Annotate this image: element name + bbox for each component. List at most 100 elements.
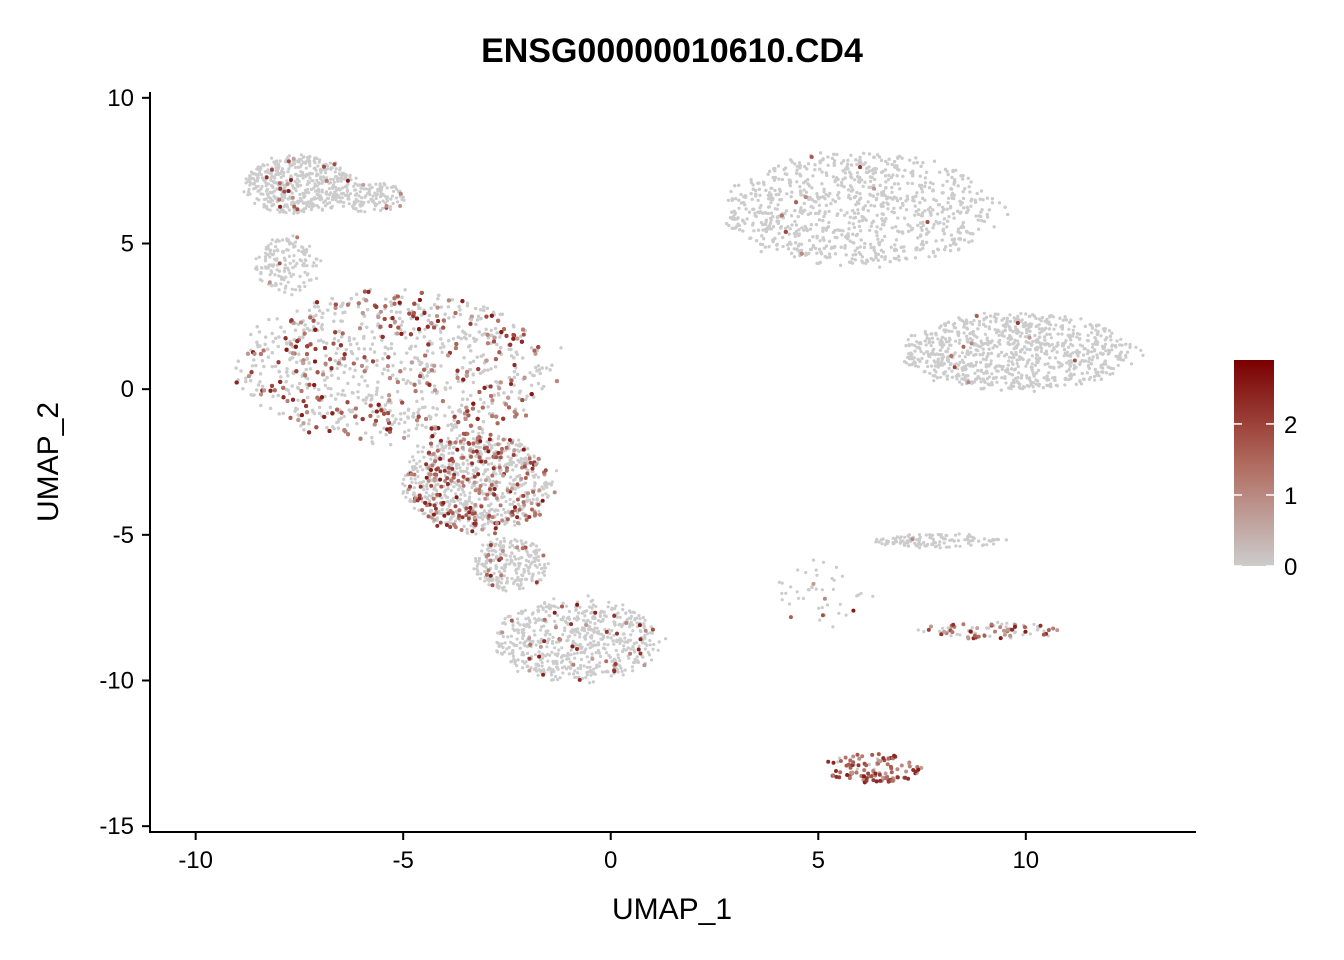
cell-point bbox=[538, 563, 542, 567]
cell-point bbox=[392, 189, 396, 193]
cell-point bbox=[348, 175, 352, 179]
cell-point bbox=[318, 177, 323, 181]
cell-point bbox=[253, 179, 257, 183]
cell-point bbox=[464, 337, 468, 341]
cell-point bbox=[269, 178, 273, 182]
cell-point bbox=[600, 670, 605, 674]
cell-point bbox=[270, 191, 274, 195]
cell-point bbox=[295, 360, 299, 364]
cell-point bbox=[530, 575, 534, 579]
cell-point bbox=[537, 558, 541, 563]
cell-point bbox=[425, 482, 429, 486]
cell-point bbox=[500, 513, 504, 517]
cell-point bbox=[561, 671, 565, 675]
cell-point bbox=[471, 380, 475, 385]
cell-point bbox=[347, 339, 351, 343]
cell-point bbox=[334, 167, 338, 171]
cell-point bbox=[314, 168, 318, 172]
cell-point bbox=[621, 673, 625, 677]
cell-point bbox=[254, 257, 258, 261]
cell-point bbox=[584, 647, 588, 651]
cell-point bbox=[416, 423, 420, 427]
cell-point bbox=[592, 671, 596, 675]
cell-point bbox=[312, 325, 316, 329]
cell-point bbox=[328, 201, 332, 205]
cell-point bbox=[391, 201, 395, 206]
cell-point bbox=[537, 650, 541, 654]
cell-point bbox=[521, 543, 525, 547]
cell-point bbox=[366, 191, 370, 195]
cell-point bbox=[456, 488, 460, 492]
cell-point bbox=[532, 455, 536, 459]
cell-point bbox=[613, 607, 617, 611]
cell-point bbox=[552, 597, 556, 601]
cell-point bbox=[357, 382, 361, 387]
cell-point bbox=[517, 557, 521, 561]
cell-point bbox=[546, 652, 550, 656]
cell-point bbox=[337, 187, 341, 191]
cell-point bbox=[425, 349, 430, 353]
cell-point bbox=[315, 204, 319, 208]
cell-point bbox=[304, 166, 308, 170]
cell-point bbox=[490, 578, 494, 583]
cell-point bbox=[449, 482, 453, 486]
cell-point bbox=[439, 346, 443, 350]
cell-point bbox=[594, 651, 598, 655]
cell-point bbox=[436, 297, 440, 301]
cell-point bbox=[461, 503, 465, 507]
cell-point bbox=[482, 509, 486, 513]
cell-point bbox=[555, 469, 559, 473]
cell-point bbox=[270, 156, 274, 160]
cell-point bbox=[529, 346, 534, 350]
cell-point bbox=[511, 654, 515, 658]
cell-point bbox=[408, 347, 412, 351]
cell-point bbox=[363, 314, 367, 318]
cell-point bbox=[332, 196, 336, 200]
cell-point bbox=[255, 340, 259, 344]
cell-point bbox=[524, 540, 528, 545]
cell-point bbox=[354, 188, 358, 192]
cell-point bbox=[468, 368, 472, 372]
cell-point bbox=[578, 605, 582, 609]
cell-point bbox=[282, 330, 286, 334]
cell-point bbox=[474, 532, 478, 536]
cell-point bbox=[632, 611, 637, 615]
cell-point bbox=[325, 341, 329, 345]
cell-point bbox=[302, 161, 306, 165]
cell-point bbox=[284, 275, 288, 279]
cell-point bbox=[613, 623, 617, 627]
cell-point bbox=[269, 242, 273, 246]
cell-point bbox=[465, 527, 469, 531]
cell-point bbox=[608, 632, 612, 636]
cell-point bbox=[483, 332, 487, 336]
cell-point bbox=[508, 614, 512, 618]
cell-point bbox=[462, 331, 466, 335]
cell-point bbox=[370, 394, 374, 398]
cell-point bbox=[534, 365, 538, 370]
cell-point bbox=[320, 315, 324, 320]
cell-point bbox=[521, 574, 525, 578]
cell-point bbox=[369, 197, 373, 201]
cell-point bbox=[311, 204, 315, 208]
cell-point bbox=[313, 182, 317, 186]
cell-point bbox=[283, 266, 287, 271]
cell-point bbox=[256, 345, 260, 349]
cell-point bbox=[244, 376, 248, 380]
cell-point bbox=[583, 635, 587, 639]
cell-point bbox=[527, 624, 531, 628]
cell-point bbox=[515, 578, 519, 582]
cell-point bbox=[329, 387, 333, 391]
cell-point bbox=[264, 265, 268, 269]
cell-point bbox=[490, 461, 494, 466]
cell-point bbox=[337, 329, 341, 333]
cell-point bbox=[569, 630, 573, 634]
cell-point bbox=[526, 565, 530, 569]
cell-point bbox=[343, 393, 347, 397]
cell-point bbox=[512, 520, 516, 524]
cell-point bbox=[495, 565, 499, 569]
cell-point bbox=[293, 179, 297, 184]
cell-point bbox=[641, 655, 645, 659]
cell-point bbox=[497, 570, 501, 574]
cell-point bbox=[576, 666, 580, 671]
cell-point bbox=[520, 612, 524, 616]
